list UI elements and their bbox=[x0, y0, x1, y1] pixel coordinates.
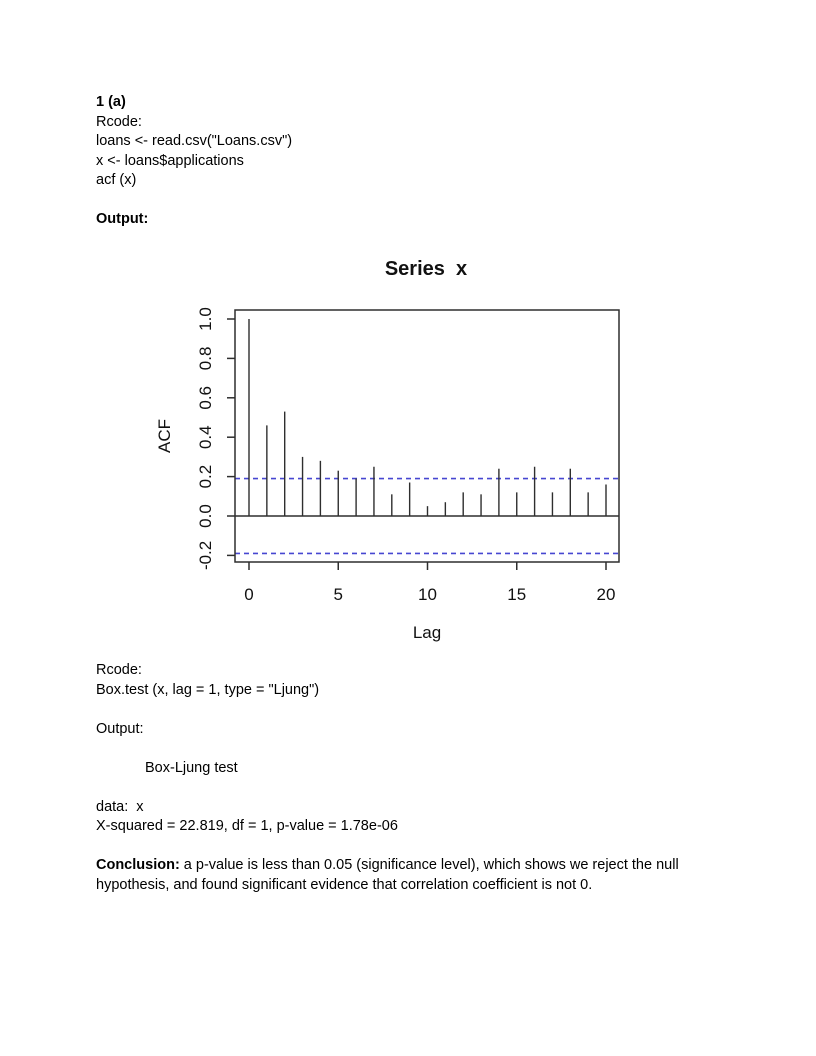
code-line-read-csv: loans <- read.csv("Loans.csv") bbox=[96, 133, 293, 149]
rcode-label: Rcode: bbox=[96, 113, 142, 130]
x-tick-label: 15 bbox=[507, 585, 526, 604]
x-tick-label: 0 bbox=[244, 585, 253, 604]
x-tick-label: 5 bbox=[334, 585, 343, 604]
x-tick-label: 10 bbox=[418, 585, 437, 604]
blank-line bbox=[96, 778, 679, 798]
conclusion-line-1: Conclusion: a p-value is less than 0.05 … bbox=[96, 856, 679, 876]
y-tick-label: 0.0 bbox=[196, 504, 215, 528]
code-line-box-test: Box.test (x, lag = 1, type = "Ljung") bbox=[96, 681, 320, 698]
y-tick-label: 0.8 bbox=[196, 347, 215, 371]
code-line-assign-x: x <- loans$applications bbox=[96, 152, 244, 169]
section-box-test: Rcode: Box.test (x, lag = 1, type = "Lju… bbox=[96, 661, 679, 895]
blank-line bbox=[96, 700, 679, 720]
y-tick-label: 0.2 bbox=[196, 465, 215, 489]
output-label: Output: bbox=[96, 211, 149, 227]
output-label: Output: bbox=[96, 720, 144, 737]
test-title: Box-Ljung test bbox=[145, 759, 238, 776]
plot-box bbox=[234, 309, 620, 563]
acf-plot: 1.0 0.8 0.6 0.4 0.2 0.0 -0.2 0 5 10 15 20 Lag ACF Seri… bbox=[155, 258, 620, 642]
test-stats-line: X-squared = 22.819, df = 1, p-value = 1.… bbox=[96, 818, 398, 834]
code-line-acf: acf (x) bbox=[96, 172, 137, 188]
blank-line bbox=[96, 191, 292, 211]
y-tick-label: -0.2 bbox=[196, 541, 215, 570]
conclusion-text-1: a p-value is less than 0.05 (significanc… bbox=[179, 857, 679, 873]
x-tick-label: 20 bbox=[597, 585, 616, 604]
y-tick-label: 1.0 bbox=[196, 307, 215, 331]
rcode-label: Rcode: bbox=[96, 662, 142, 678]
y-tick-label: 0.6 bbox=[196, 386, 215, 410]
section-1a: 1 (a) Rcode: loans <- read.csv("Loans.cs… bbox=[96, 93, 292, 230]
chart-title: Series x bbox=[385, 258, 467, 280]
x-axis-label: Lag bbox=[413, 623, 441, 642]
y-axis-label: ACF bbox=[155, 419, 174, 453]
blank-line bbox=[96, 739, 679, 759]
conclusion-label: Conclusion: bbox=[96, 857, 180, 873]
y-tick-label: 0.4 bbox=[196, 425, 215, 449]
blank-line bbox=[96, 837, 679, 857]
conclusion-line-2: hypothesis, and found significant eviden… bbox=[96, 876, 593, 893]
test-data-line: data: x bbox=[96, 798, 144, 815]
section-heading: 1 (a) bbox=[96, 94, 126, 110]
